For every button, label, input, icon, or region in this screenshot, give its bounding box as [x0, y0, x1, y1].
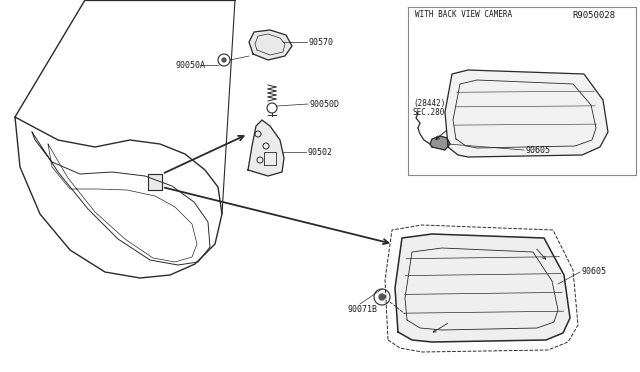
Polygon shape — [445, 70, 608, 157]
Text: (28442): (28442) — [413, 99, 445, 108]
Text: 90050D: 90050D — [310, 99, 340, 109]
Polygon shape — [248, 120, 284, 176]
Circle shape — [379, 294, 385, 300]
Circle shape — [222, 58, 226, 62]
Text: 90071B: 90071B — [348, 305, 378, 314]
Text: 90570: 90570 — [309, 38, 334, 46]
Text: WITH BACK VIEW CAMERA: WITH BACK VIEW CAMERA — [415, 10, 512, 19]
Polygon shape — [249, 30, 292, 60]
Text: 90502: 90502 — [308, 148, 333, 157]
Text: 90605: 90605 — [526, 145, 551, 154]
Polygon shape — [395, 234, 570, 342]
Text: 90605: 90605 — [582, 267, 607, 276]
Text: R9050028: R9050028 — [572, 10, 615, 19]
Text: SEC.280: SEC.280 — [413, 108, 445, 116]
Polygon shape — [430, 136, 450, 150]
Polygon shape — [148, 174, 162, 190]
Text: 90050A: 90050A — [175, 61, 205, 70]
